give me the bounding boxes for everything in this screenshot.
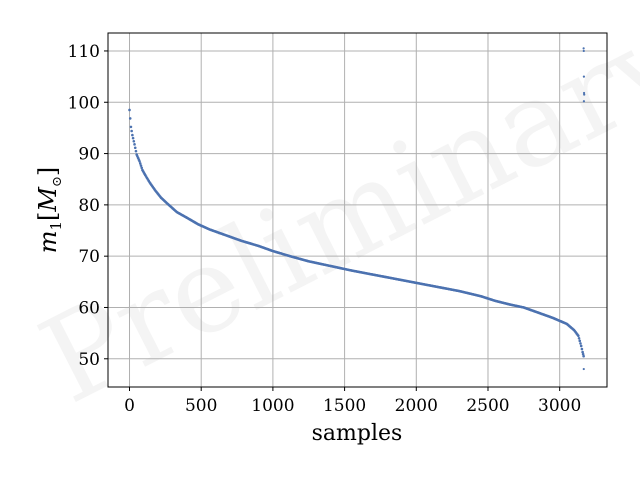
outlier-point [583,93,586,96]
data-point [133,146,137,150]
x-tick-label: 3000 [538,396,581,416]
y-axis-label: m1[M⊙] [34,167,65,254]
y-tick-label: 110 [68,42,100,62]
grid-lines [108,33,607,387]
watermark-text: Preliminary [20,0,640,430]
y-label-sub: 1 [47,221,65,231]
data-point [578,339,582,343]
outlier-point [582,47,585,50]
y-label-bracket-close: ] [34,167,62,176]
x-tick-label: 1500 [323,396,366,416]
outlier-point [582,75,586,78]
data-point [579,342,582,345]
data-point [134,149,138,153]
data-point [580,347,584,351]
x-tick-label: 1000 [251,396,294,416]
data-point [129,125,133,129]
outlier-point [582,100,586,103]
x-tick-label: 0 [124,396,135,416]
data-point [577,336,581,340]
data-point [581,352,585,356]
y-label-bracket-open: [ [34,212,62,221]
y-label-main: m [34,231,62,254]
y-tick-label: 100 [68,93,100,113]
data-points [128,47,586,371]
outlier-point [582,367,585,371]
axis-ticks: 0 500 1000 1500 2000 2500 3000 50 60 70 80 90 100 110 [68,42,582,416]
data-point [581,350,584,354]
data-point [140,166,143,170]
y-tick-label: 50 [78,350,100,370]
y-label-unit-sub: ⊙ [50,176,65,187]
data-point [131,136,135,140]
x-tick-label: 2000 [395,396,438,416]
data-point [577,334,580,338]
data-point [128,117,132,120]
data-point [139,164,143,167]
plot-frame [107,32,608,388]
data-point [130,129,133,133]
outlier-point [582,49,585,53]
data-point [582,354,585,358]
y-tick-label: 90 [78,145,100,165]
data-point [131,133,134,137]
data-point [133,143,136,146]
y-label-unit: M [34,186,62,213]
data-point [579,344,583,348]
x-tick-label: 500 [185,396,217,416]
x-tick-label: 2500 [466,396,509,416]
x-axis-label: samples [312,421,403,446]
data-point [138,162,142,165]
y-tick-label: 60 [78,298,100,318]
y-tick-label: 70 [78,247,100,267]
y-tick-label: 80 [78,196,100,216]
data-point [128,108,131,112]
data-point [132,139,136,143]
data-point [138,159,141,163]
